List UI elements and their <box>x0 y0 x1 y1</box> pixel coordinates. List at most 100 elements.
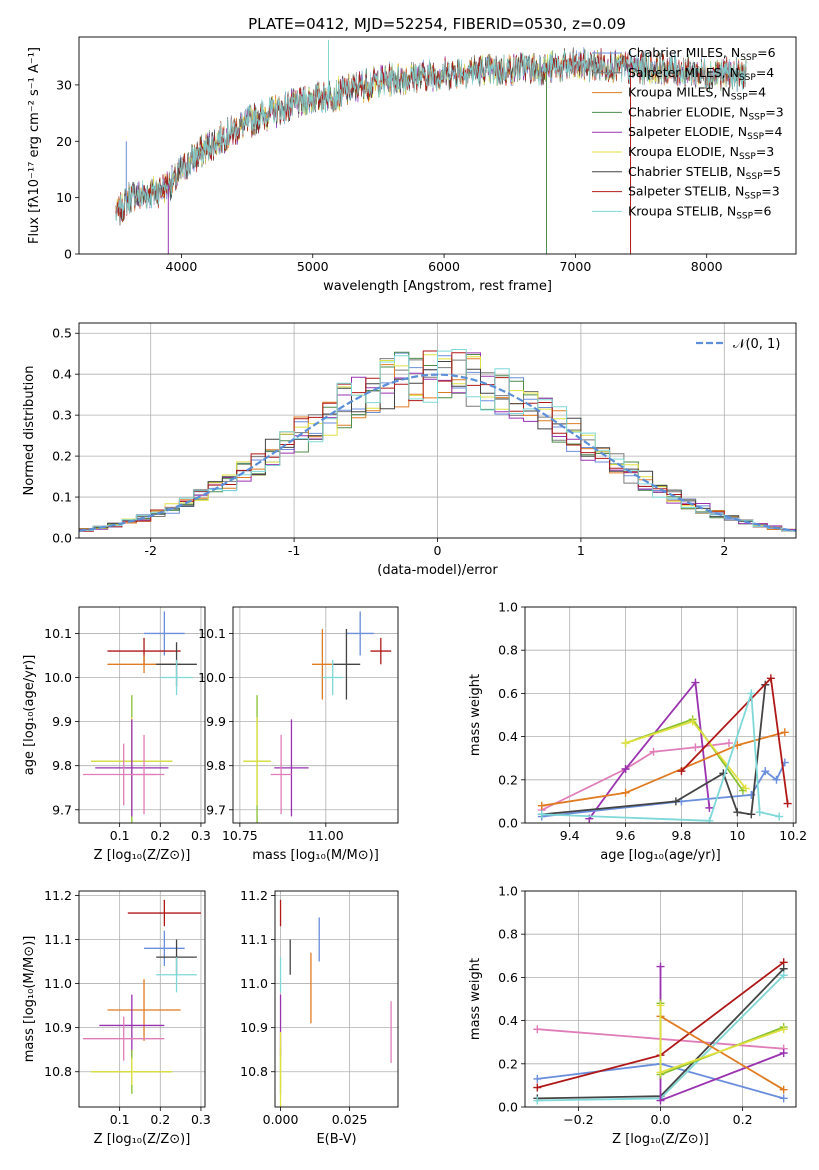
y-tick-label: 11.1 <box>240 932 268 947</box>
legend-entry: Chabrier ELODIE, NSSP=3 <box>628 104 784 122</box>
y-tick-label: 20 <box>56 134 72 149</box>
weight-line <box>541 684 767 816</box>
weight-point <box>656 962 665 971</box>
weight-point <box>705 803 714 812</box>
y-tick-label: 10.8 <box>44 1064 72 1079</box>
x-tick-label: 4000 <box>166 259 198 274</box>
weight-point <box>779 1025 788 1034</box>
x-tick-label: 1 <box>577 543 585 558</box>
weight-point <box>671 797 680 806</box>
x-tick-label: 0.2 <box>150 1112 170 1127</box>
x-tick-label: 0.3 <box>191 828 211 843</box>
y-tick-label: 10.9 <box>44 1020 72 1035</box>
axes-frame <box>78 322 797 539</box>
x-tick-label: 0.1 <box>110 828 130 843</box>
x-tick-label: 10.75 <box>222 828 258 843</box>
y-axis-label: mass weight <box>468 674 483 756</box>
x-axis-label: wavelength [Angstrom, rest frame] <box>323 279 552 294</box>
x-tick-label: 0.1 <box>110 1112 130 1127</box>
y-tick-label: 0 <box>64 247 72 262</box>
weight-point <box>724 739 733 748</box>
y-tick-label: 10.0 <box>198 670 226 685</box>
y-axis-label: Normed distribution <box>22 366 37 496</box>
plot-area <box>533 958 788 1105</box>
weight-line <box>541 762 786 818</box>
weight-point <box>677 767 686 776</box>
y-tick-label: 10 <box>56 190 72 205</box>
weight-point <box>747 689 756 698</box>
axes-frame <box>232 606 399 824</box>
x-tick-label: 11.00 <box>308 828 344 843</box>
weight-point <box>688 717 697 726</box>
legend-entry: Chabrier MILES, NSSP=6 <box>628 45 776 63</box>
y-tick-label: 9.8 <box>52 758 72 773</box>
weight-point <box>656 1001 665 1010</box>
weight-line <box>588 680 711 820</box>
figure-title: PLATE=0412, MJD=52254, FIBERID=0530, z=0… <box>248 15 626 33</box>
y-tick-label: 11.0 <box>44 976 72 991</box>
weight-point <box>533 1096 542 1105</box>
weight-point <box>691 743 700 752</box>
y-tick-label: 0.0 <box>52 531 72 546</box>
x-tick-label: 9.8 <box>672 828 692 843</box>
y-axis-label: mass weight <box>468 958 483 1040</box>
weight-point <box>747 810 756 819</box>
spectrum-line <box>115 50 747 222</box>
y-tick-label: 11.2 <box>44 888 72 903</box>
y-tick-label: 9.9 <box>206 714 226 729</box>
x-tick-label: 6000 <box>428 259 460 274</box>
weight-point <box>733 808 742 817</box>
panel-residuals: -2 -1 0 1 2 0.0 0.1 0.2 0.3 0.4 0.5 (data-model)/er… <box>22 322 797 578</box>
y-tick-label: 0.0 <box>498 816 518 831</box>
weight-point <box>772 775 781 784</box>
x-tick-label: 0.025 <box>332 1112 368 1127</box>
panel-mass_vs_EBV: 0.000 0.025 10.8 10.9 11.0 11.1 11.2 E(B-V) <box>240 888 399 1147</box>
plot-area <box>83 611 197 823</box>
y-tick-label: 10.9 <box>240 1020 268 1035</box>
panel-age_vs_Z: 0.1 0.2 0.3 9.7 9.8 9.9 10.0 10.1 Z [log₁₀(Z/Z⊙)… <box>22 606 211 863</box>
weight-series <box>537 689 784 823</box>
y-tick-label: 0.0 <box>498 1100 518 1115</box>
weight-point <box>779 1085 788 1094</box>
legend: 𝒩(0, 1) <box>696 337 780 352</box>
x-tick-label: 7000 <box>559 259 591 274</box>
plot-area <box>279 899 392 1107</box>
histogram-step <box>79 349 796 532</box>
y-tick-label: 11.0 <box>240 976 268 991</box>
y-tick-label: 0.6 <box>498 686 518 701</box>
x-tick-label: 0.2 <box>150 828 170 843</box>
weight-point <box>761 767 770 776</box>
y-tick-label: 0.4 <box>52 367 72 382</box>
normal-curve <box>79 373 796 532</box>
weight-series <box>656 1001 788 1077</box>
x-axis-label: mass [log₁₀(M/M⊙)] <box>252 848 379 863</box>
y-tick-label: 1.0 <box>498 600 518 615</box>
y-tick-label: 10.1 <box>44 626 72 641</box>
weight-point <box>533 1025 542 1034</box>
y-tick-label: 0.2 <box>52 449 72 464</box>
x-tick-label: 0.000 <box>263 1112 299 1127</box>
legend-entry: 𝒩(0, 1) <box>733 337 780 352</box>
x-tick-label: -2 <box>144 543 156 558</box>
weight-line <box>625 720 747 789</box>
legend-entry: Kroupa STELIB, NSSP=6 <box>628 203 772 221</box>
legend-entry: Chabrier STELIB, NSSP=5 <box>628 164 781 182</box>
weight-point <box>649 747 658 756</box>
plot-area <box>83 899 201 1094</box>
y-tick-label: 9.7 <box>206 802 226 817</box>
weight-point <box>766 674 775 683</box>
x-axis-label: age [log₁₀(age/yr)] <box>600 848 721 863</box>
x-tick-label: 0.2 <box>733 1112 753 1127</box>
weight-point <box>621 788 630 797</box>
weight-series <box>585 678 714 823</box>
y-tick-label: 30 <box>56 77 72 92</box>
weight-point <box>775 812 784 821</box>
y-tick-label: 0.2 <box>498 772 518 787</box>
y-axis-label: mass [log₁₀(M/M⊙)] <box>22 936 37 1063</box>
weight-point <box>783 799 792 808</box>
weight-point <box>533 1083 542 1092</box>
axes-frame <box>78 36 797 255</box>
weight-point <box>755 808 764 817</box>
y-tick-label: 0.6 <box>498 970 518 985</box>
